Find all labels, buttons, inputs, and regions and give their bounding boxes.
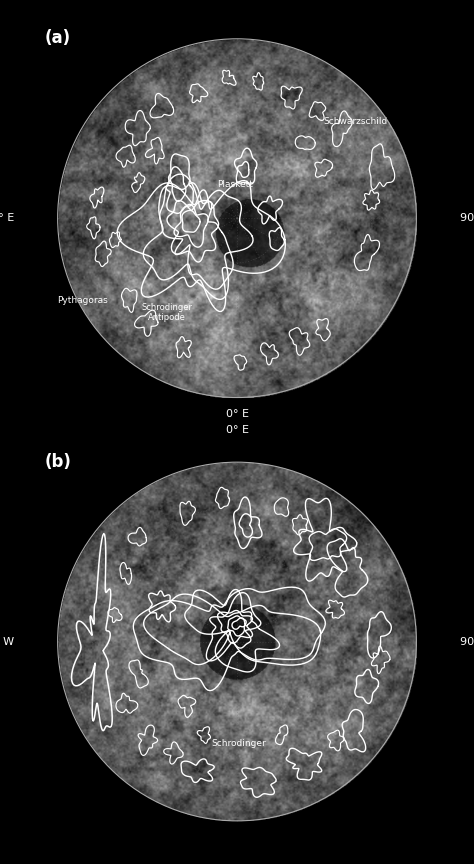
Text: 270° E: 270° E	[0, 213, 14, 223]
Text: Schrodinger: Schrodinger	[211, 740, 266, 748]
Text: Schwarzschild: Schwarzschild	[323, 118, 388, 126]
Text: 0° E: 0° E	[226, 409, 248, 418]
Text: Schrodinger
Antipode: Schrodinger Antipode	[141, 303, 192, 322]
Text: (b): (b)	[44, 453, 71, 471]
Text: (a): (a)	[44, 29, 70, 48]
Text: Pythagoras: Pythagoras	[57, 296, 108, 305]
Text: 90° E: 90° E	[460, 637, 474, 646]
Text: 90° E: 90° E	[460, 213, 474, 223]
Text: 0° E: 0° E	[226, 425, 248, 435]
Text: Plaskett: Plaskett	[217, 180, 253, 188]
Text: 90° W: 90° W	[0, 637, 14, 646]
